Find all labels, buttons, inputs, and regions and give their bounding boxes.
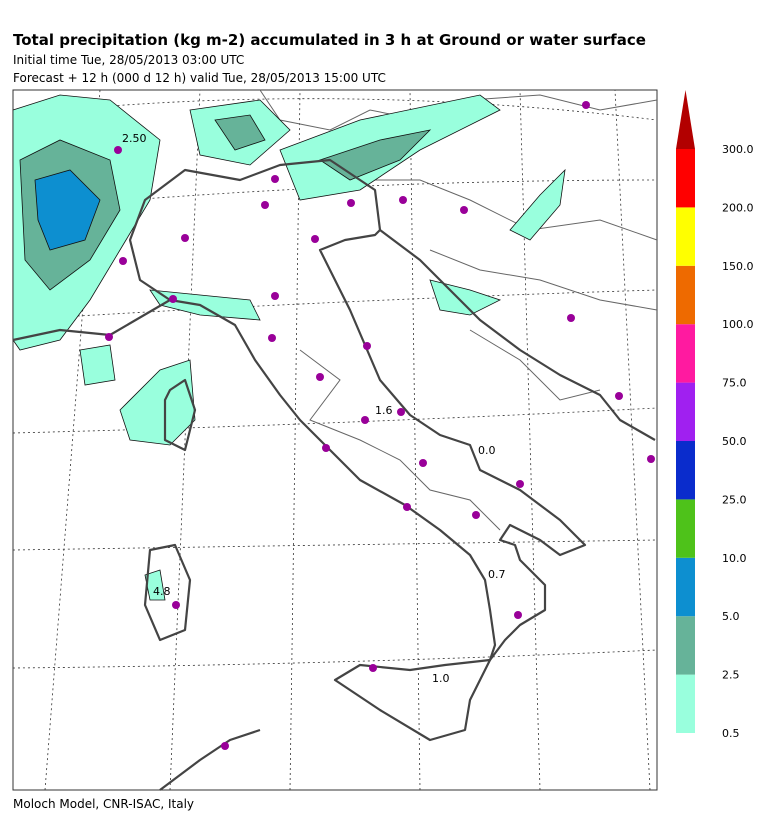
initial-time: Initial time Tue, 28/05/2013 03:00 UTC <box>13 53 244 67</box>
colorbar-label: 75.0 <box>722 377 747 390</box>
colorbar: 0.5 2.5 5.0 10.0 25.0 50.0 75.0 100.0 150.0 200.0… <box>676 90 754 740</box>
colorbar-segment <box>676 382 695 441</box>
colorbar-label: 100.0 <box>722 318 754 331</box>
colorbar-arrow <box>676 90 695 149</box>
forecast: Forecast + 12 h (000 d 12 h) valid Tue, … <box>13 71 386 85</box>
contour-label: 0.7 <box>488 568 506 581</box>
colorbar-label: 5.0 <box>722 610 740 623</box>
colorbar-segment <box>676 441 695 500</box>
colorbar-segment <box>676 324 695 383</box>
colorbar-segment <box>676 616 695 675</box>
colorbar-segment <box>676 265 695 325</box>
colorbar-segment <box>676 149 695 208</box>
colorbar-label: 300.0 <box>722 143 754 156</box>
footer: Moloch Model, CNR-ISAC, Italy <box>13 797 194 811</box>
map: 2.50 1.6 0.0 0.7 4.8 1.0 <box>12 89 658 791</box>
title: Total precipitation (kg m-2) accumulated… <box>13 31 646 49</box>
colorbar-segment <box>676 207 695 266</box>
colorbar-segment <box>676 674 695 733</box>
contour-label: 4.8 <box>153 585 171 598</box>
colorbar-label: 25.0 <box>722 493 747 506</box>
colorbar-segment <box>676 499 695 558</box>
contour-label: 0.0 <box>478 444 496 457</box>
colorbar-label: 2.5 <box>722 669 740 682</box>
colorbar-label: 150.0 <box>722 260 754 273</box>
colorbar-label: 200.0 <box>722 201 754 214</box>
contour-label: 2.50 <box>122 132 147 145</box>
colorbar-label: 10.0 <box>722 552 747 565</box>
contour-label: 1.6 <box>375 404 393 417</box>
colorbar-segment <box>676 557 695 617</box>
cities <box>105 101 655 750</box>
contour-label: 1.0 <box>432 672 450 685</box>
precipitation <box>12 94 566 601</box>
colorbar-label: 50.0 <box>722 435 747 448</box>
colorbar-label: 0.5 <box>722 727 740 740</box>
